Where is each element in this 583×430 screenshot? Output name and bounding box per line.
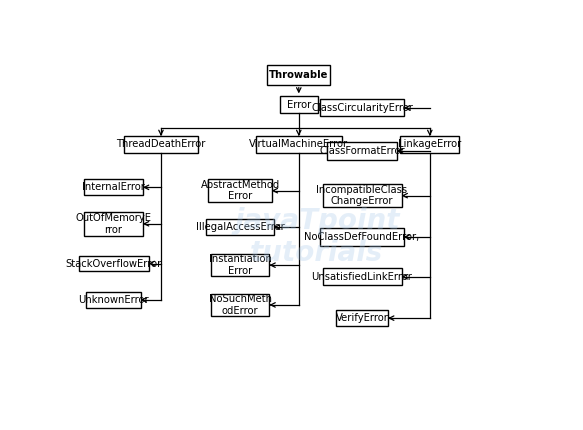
- Text: VerifyError: VerifyError: [336, 313, 388, 323]
- FancyBboxPatch shape: [209, 179, 272, 202]
- Text: ClassCircularityError: ClassCircularityError: [311, 103, 413, 113]
- FancyBboxPatch shape: [322, 268, 402, 286]
- Text: NoClassDefFoundError,: NoClassDefFoundError,: [304, 232, 420, 242]
- FancyBboxPatch shape: [210, 254, 269, 276]
- Text: LinkageError: LinkageError: [398, 139, 461, 149]
- Text: IncompatibleClass
ChangeError: IncompatibleClass ChangeError: [317, 185, 408, 206]
- FancyBboxPatch shape: [336, 310, 388, 326]
- Text: Throwable: Throwable: [269, 70, 328, 80]
- FancyBboxPatch shape: [320, 228, 404, 246]
- FancyBboxPatch shape: [327, 142, 397, 160]
- Text: ThreadDeathError: ThreadDeathError: [116, 139, 206, 149]
- Text: UnsatisfiedLinkError: UnsatisfiedLinkError: [311, 272, 413, 282]
- Text: NoSuchMeth
odError: NoSuchMeth odError: [209, 294, 272, 316]
- FancyBboxPatch shape: [86, 292, 141, 308]
- Text: OutOfMemoryE
rror: OutOfMemoryE rror: [76, 213, 152, 235]
- FancyBboxPatch shape: [280, 96, 318, 113]
- FancyBboxPatch shape: [124, 136, 198, 153]
- Text: javaTpoint
tutorials: javaTpoint tutorials: [234, 207, 399, 267]
- FancyBboxPatch shape: [267, 65, 331, 85]
- Text: AbstractMethod
Error: AbstractMethod Error: [201, 180, 280, 202]
- FancyBboxPatch shape: [322, 184, 402, 207]
- Text: IllegalAccessError: IllegalAccessError: [196, 222, 285, 232]
- FancyBboxPatch shape: [320, 99, 404, 117]
- FancyBboxPatch shape: [84, 212, 143, 236]
- Text: StackOverflowError: StackOverflowError: [65, 258, 161, 268]
- FancyBboxPatch shape: [256, 136, 342, 153]
- Text: Error: Error: [287, 100, 311, 110]
- FancyBboxPatch shape: [210, 294, 269, 316]
- Text: InternalError: InternalError: [82, 182, 145, 192]
- Text: Instantiation
Error: Instantiation Error: [209, 255, 272, 276]
- Text: VirtualMachineError: VirtualMachineError: [249, 139, 349, 149]
- Text: UnknownError: UnknownError: [78, 295, 149, 305]
- FancyBboxPatch shape: [206, 219, 274, 235]
- FancyBboxPatch shape: [79, 255, 149, 271]
- FancyBboxPatch shape: [84, 179, 143, 195]
- FancyBboxPatch shape: [401, 136, 459, 153]
- Text: ClassFormatError: ClassFormatError: [319, 146, 405, 156]
